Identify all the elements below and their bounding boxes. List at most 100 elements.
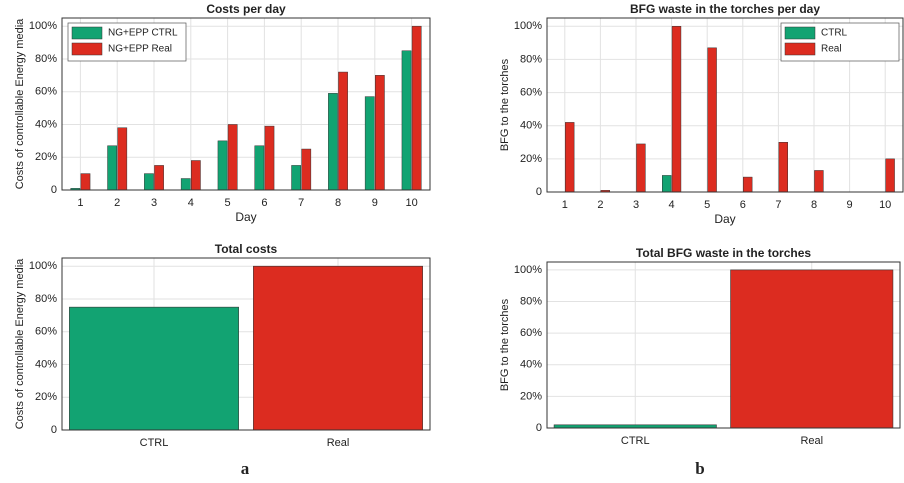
legend-swatch bbox=[784, 42, 816, 56]
x-tick-label: CTRL bbox=[140, 437, 169, 449]
x-tick-label: 2 bbox=[114, 197, 120, 209]
bar bbox=[338, 71, 348, 191]
y-tick-label: 100% bbox=[29, 260, 57, 272]
y-tick-label: 100% bbox=[514, 264, 542, 276]
x-tick-label: Real bbox=[800, 435, 823, 447]
legend-label: NG+EPP Real bbox=[108, 44, 172, 55]
bar bbox=[227, 124, 238, 191]
bar bbox=[253, 265, 423, 431]
y-tick-label: 60% bbox=[520, 86, 542, 98]
y-tick-label: 60% bbox=[35, 326, 57, 338]
x-tick-label: 8 bbox=[335, 197, 341, 209]
x-tick-label: 6 bbox=[740, 199, 746, 211]
bar bbox=[671, 26, 682, 193]
bar bbox=[254, 145, 265, 191]
bar bbox=[328, 93, 338, 191]
y-tick-label: 0 bbox=[51, 424, 57, 436]
legend-label: CTRL bbox=[821, 28, 848, 39]
bar bbox=[107, 145, 117, 191]
chart-title: Costs per day bbox=[206, 2, 286, 16]
bar bbox=[80, 173, 91, 191]
y-tick-label: 80% bbox=[35, 293, 57, 305]
x-tick-label: 3 bbox=[151, 197, 157, 209]
legend-label: Real bbox=[821, 44, 842, 55]
x-tick-label: 10 bbox=[879, 199, 891, 211]
y-tick-label: 20% bbox=[35, 151, 57, 163]
legend-swatch bbox=[71, 26, 103, 40]
y-axis-label: BFG to the torches bbox=[499, 298, 511, 391]
y-tick-label: 0 bbox=[51, 184, 57, 196]
bar bbox=[564, 122, 575, 193]
x-tick-label: 6 bbox=[261, 197, 267, 209]
x-tick-label: 3 bbox=[633, 199, 639, 211]
bar bbox=[707, 47, 717, 193]
bar bbox=[411, 25, 422, 191]
bar bbox=[180, 178, 191, 191]
y-tick-label: 100% bbox=[29, 20, 57, 32]
y-tick-label: 80% bbox=[520, 295, 542, 307]
y-tick-label: 60% bbox=[35, 86, 57, 98]
x-tick-label: 5 bbox=[704, 199, 710, 211]
x-tick-label: 7 bbox=[298, 197, 304, 209]
x-tick-label: 10 bbox=[405, 197, 417, 209]
axes-frame bbox=[61, 257, 431, 431]
y-tick-label: 0 bbox=[536, 186, 542, 198]
bar bbox=[730, 269, 894, 429]
bar bbox=[191, 160, 201, 191]
x-tick-label: 5 bbox=[225, 197, 231, 209]
y-tick-label: 40% bbox=[520, 120, 542, 132]
panel-label: b bbox=[695, 459, 704, 478]
bar bbox=[117, 127, 128, 191]
y-tick-label: 40% bbox=[35, 118, 57, 130]
x-axis-label: Day bbox=[714, 212, 735, 226]
y-tick-label: 100% bbox=[514, 20, 542, 32]
x-tick-label: 4 bbox=[669, 199, 675, 211]
bar bbox=[217, 140, 228, 191]
axes-frame bbox=[546, 17, 904, 193]
y-axis-label: Costs of controllable Energy media bbox=[14, 18, 26, 189]
x-tick-label: CTRL bbox=[621, 435, 650, 447]
x-axis-label: Day bbox=[235, 210, 256, 224]
bar bbox=[69, 306, 239, 431]
x-tick-label: Real bbox=[327, 437, 350, 449]
bar bbox=[375, 75, 385, 191]
y-axis-label: Costs of controllable Energy media bbox=[14, 258, 26, 429]
legend-label: NG+EPP CTRL bbox=[108, 28, 178, 39]
x-tick-label: 9 bbox=[847, 199, 853, 211]
chart-title: Total BFG waste in the torches bbox=[636, 246, 811, 260]
bar bbox=[401, 50, 412, 191]
bar bbox=[154, 165, 164, 191]
legend-swatch bbox=[71, 42, 103, 56]
x-tick-label: 2 bbox=[597, 199, 603, 211]
bar bbox=[636, 143, 646, 193]
bar bbox=[264, 125, 275, 191]
y-axis-label: BFG to the torches bbox=[499, 58, 511, 151]
bar bbox=[814, 170, 824, 193]
legend: NG+EPP CTRL NG+EPP Real bbox=[67, 22, 187, 62]
x-tick-label: 4 bbox=[188, 197, 194, 209]
bar bbox=[364, 96, 375, 191]
x-tick-label: 1 bbox=[562, 199, 568, 211]
axes-frame bbox=[61, 17, 431, 191]
y-tick-label: 0 bbox=[536, 422, 542, 434]
y-tick-label: 20% bbox=[520, 153, 542, 165]
y-tick-label: 40% bbox=[35, 358, 57, 370]
y-tick-label: 20% bbox=[520, 390, 542, 402]
bar bbox=[778, 142, 788, 193]
y-tick-label: 80% bbox=[35, 53, 57, 65]
x-tick-label: 9 bbox=[372, 197, 378, 209]
chart-title: Total costs bbox=[215, 242, 278, 256]
legend: CTRL Real bbox=[780, 22, 900, 62]
y-tick-label: 20% bbox=[35, 391, 57, 403]
chart-title: BFG waste in the torches per day bbox=[630, 2, 820, 16]
legend-swatch bbox=[784, 26, 816, 40]
bar bbox=[144, 173, 154, 191]
y-tick-label: 80% bbox=[520, 53, 542, 65]
x-tick-label: 1 bbox=[77, 197, 83, 209]
bar bbox=[885, 158, 895, 193]
bar bbox=[662, 175, 672, 193]
panel-label: a bbox=[241, 459, 250, 478]
x-tick-label: 7 bbox=[775, 199, 781, 211]
bar bbox=[291, 165, 301, 191]
